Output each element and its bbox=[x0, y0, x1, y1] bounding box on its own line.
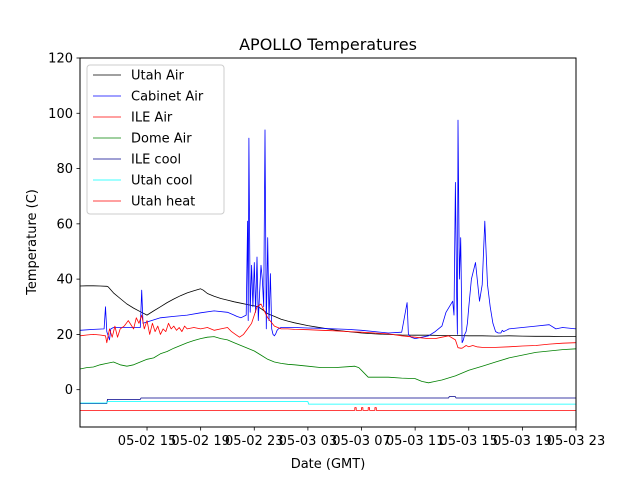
legend-label: Dome Air bbox=[131, 132, 192, 147]
series-layer bbox=[80, 119, 576, 411]
series-line-cabinet-air bbox=[80, 119, 576, 344]
series-line-ile-air bbox=[80, 303, 576, 349]
y-tick-label: 60 bbox=[56, 217, 73, 232]
x-tick-label: 05-03 07 bbox=[332, 434, 390, 449]
x-tick-label: 05-02 15 bbox=[118, 434, 176, 449]
legend-entry-cabinet-air: Cabinet Air bbox=[93, 90, 204, 105]
series-line-utah-heat bbox=[80, 407, 576, 411]
axes-frame bbox=[79, 57, 577, 428]
legend-entry-ile-cool: ILE cool bbox=[93, 153, 181, 168]
chart-title: APOLLO Temperatures bbox=[239, 35, 417, 54]
legend-entry-dome-air: Dome Air bbox=[93, 132, 192, 147]
y-tick-label: 120 bbox=[48, 52, 73, 67]
legend-entry-utah-heat: Utah heat bbox=[93, 195, 195, 210]
legend-label: ILE Air bbox=[131, 111, 173, 126]
x-tick-label: 05-03 03 bbox=[279, 434, 337, 449]
legend-entry-ile-air: ILE Air bbox=[93, 111, 173, 126]
series-line-utah-cool bbox=[80, 401, 576, 405]
legend-label: Cabinet Air bbox=[131, 90, 204, 105]
legend-label: Utah Air bbox=[131, 69, 184, 84]
series-line-ile-cool bbox=[80, 396, 576, 404]
y-tick-label: 40 bbox=[56, 273, 73, 288]
x-tick-label: 05-02 23 bbox=[225, 434, 283, 449]
legend-label: ILE cool bbox=[131, 153, 181, 168]
legend: Utah Air Cabinet Air ILE Air Dome Air ILE co… bbox=[86, 64, 225, 215]
y-tick-label: 80 bbox=[56, 162, 73, 177]
x-tick-label: 05-03 11 bbox=[386, 434, 444, 449]
y-tick-label: 100 bbox=[48, 107, 73, 122]
y-tick-layer: 0 20 40 60 80 100 120 bbox=[48, 52, 80, 398]
x-tick-label: 05-03 19 bbox=[493, 434, 551, 449]
legend-box bbox=[86, 64, 225, 215]
legend-label: Utah cool bbox=[131, 174, 193, 189]
x-axis-label: Date (GMT) bbox=[291, 457, 366, 472]
x-tick-label: 05-02 19 bbox=[171, 434, 229, 449]
x-tick-label: 05-03 23 bbox=[547, 434, 605, 449]
y-tick-label: 20 bbox=[56, 328, 73, 343]
legend-label: Utah heat bbox=[131, 195, 195, 210]
legend-entry-utah-air: Utah Air bbox=[93, 69, 184, 84]
y-axis-label: Temperature (C) bbox=[25, 189, 40, 296]
legend-entry-utah-cool: Utah cool bbox=[93, 174, 193, 189]
series-line-dome-air bbox=[80, 336, 576, 384]
y-tick-label: 0 bbox=[65, 383, 73, 398]
series-line-utah-air bbox=[80, 285, 576, 338]
x-tick-label: 05-03 15 bbox=[440, 434, 498, 449]
